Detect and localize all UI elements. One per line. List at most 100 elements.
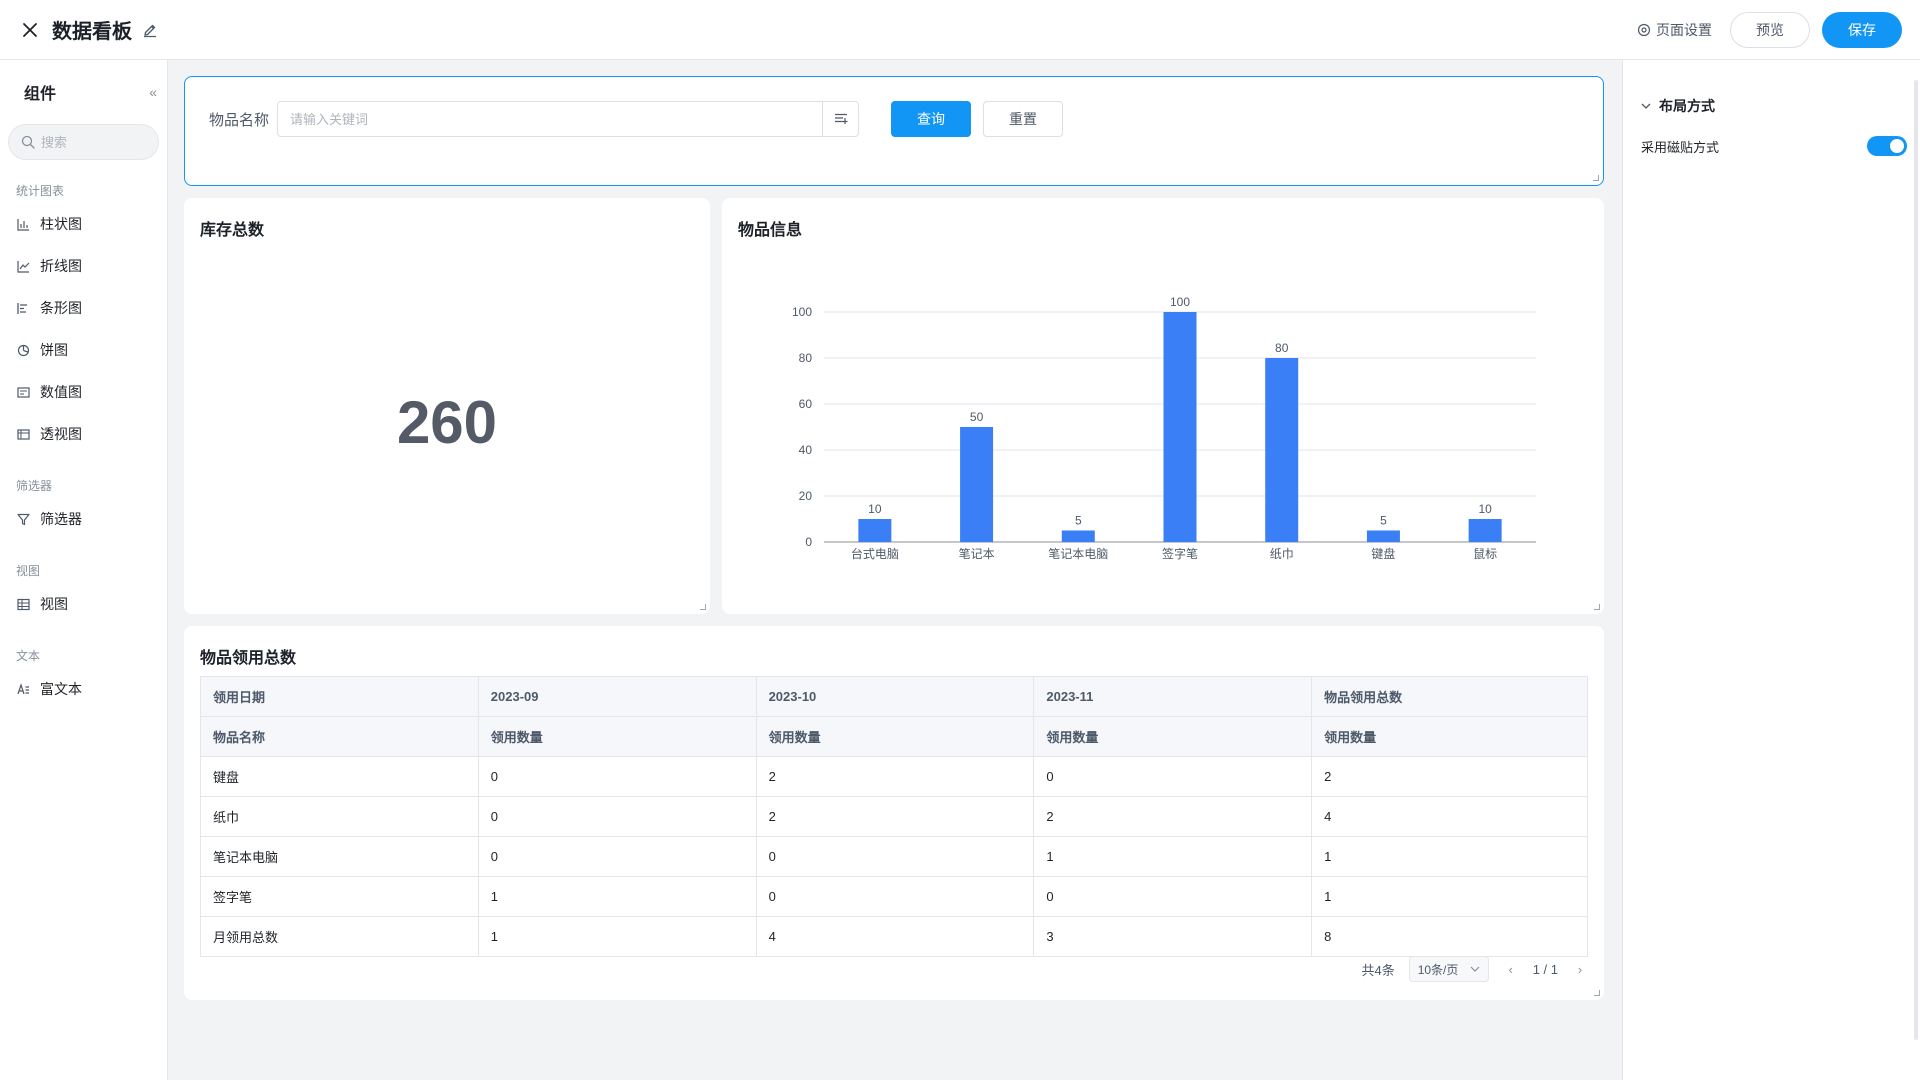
resize-handle[interactable] — [1594, 990, 1600, 996]
sidebar-item-bar-chart[interactable]: 柱状图 — [0, 203, 167, 245]
x-tick-label: 纸巾 — [1270, 547, 1294, 561]
filter-icon — [16, 512, 30, 526]
widget-title: 物品信息 — [738, 222, 803, 239]
sidebar-item-pivot-chart[interactable]: 透视图 — [0, 413, 167, 455]
query-button[interactable]: 查询 — [891, 101, 972, 137]
sidebar-item-filter[interactable]: 筛选器 — [0, 498, 167, 540]
table-row: 纸巾 0 2 2 4 — [200, 796, 1588, 837]
table-cell: 0 — [477, 796, 757, 837]
x-tick-label: 笔记本 — [959, 546, 995, 561]
resize-handle[interactable] — [1593, 175, 1599, 181]
table-cell: 0 — [1033, 876, 1313, 917]
sidebar-item-line-chart[interactable]: 折线图 — [0, 245, 167, 287]
next-page-icon[interactable]: › — [1577, 961, 1583, 977]
settings-panel: 布局方式 采用磁贴方式 — [1622, 60, 1920, 1080]
filter-widget[interactable]: 物品名称 查询 重置 — [184, 76, 1604, 186]
sidebar-item-rich-text[interactable]: 富文本 — [0, 668, 167, 710]
table-cell: 键盘 — [200, 756, 479, 797]
table-cell: 0 — [477, 836, 757, 877]
magnet-layout-label: 采用磁贴方式 — [1641, 139, 1720, 155]
usage-pivot-table: 领用日期 2023-09 2023-10 2023-11 物品领用总数 物品名称 领用数量领… — [200, 676, 1588, 957]
table-header-row: 物品名称 领用数量 领用数量 领用数量 领用数量 — [200, 716, 1588, 757]
number-card-icon — [16, 385, 30, 399]
preview-button[interactable]: 预览 — [1730, 11, 1810, 48]
table-row: 笔记本电脑 0 0 1 1 — [200, 836, 1588, 877]
layout-section-title: 布局方式 — [1659, 98, 1715, 114]
sidebar-item-label: 条形图 — [40, 300, 82, 316]
x-tick-label: 台式电脑 — [851, 546, 899, 561]
table-cell: 0 — [755, 836, 1035, 877]
table-row: 月领用总数 1 4 3 8 — [200, 916, 1588, 957]
table-cell: 2 — [755, 756, 1035, 797]
group-label-views: 视图 — [16, 564, 41, 578]
x-tick-label: 笔记本电脑 — [1048, 546, 1108, 561]
sidebar-item-view[interactable]: 视图 — [0, 583, 167, 625]
bar — [1061, 530, 1095, 542]
table-cell: 0 — [477, 756, 757, 797]
sidebar-item-label: 透视图 — [40, 426, 82, 442]
reset-button[interactable]: 重置 — [983, 101, 1064, 137]
component-sidebar: 组件 « 统计图表 柱状图 折线图 条形图 饼图 数值图 透视图 筛选器 筛选器… — [0, 60, 168, 1080]
resize-handle[interactable] — [1594, 604, 1600, 610]
item-info-chart-widget[interactable]: 物品信息 0 20 40 60 80 100 10 台式电脑 50 笔记本 5 笔记本电脑 100 签字笔… — [722, 198, 1604, 614]
layout-section-toggle[interactable]: 布局方式 — [1641, 96, 1715, 116]
data-label: 10 — [868, 502, 882, 516]
sidebar-item-label: 富文本 — [40, 681, 82, 697]
edit-title-icon[interactable] — [140, 20, 160, 40]
list-select-icon[interactable] — [822, 102, 858, 136]
bar — [1163, 312, 1197, 542]
resize-handle[interactable] — [700, 604, 706, 610]
table-cell: 签字笔 — [200, 876, 479, 917]
magnet-layout-toggle[interactable] — [1867, 136, 1907, 156]
table-cell: 领用数量 — [477, 716, 757, 757]
rich-text-icon — [16, 682, 30, 696]
page-size-select[interactable]: 10条/页 — [1408, 956, 1489, 982]
bar-chart: 0 20 40 60 80 100 10 台式电脑 50 笔记本 5 笔记本电脑 100 签字笔 80 纸巾 5… — [792, 295, 1536, 561]
sidebar-item-label: 筛选器 — [40, 511, 82, 527]
sidebar-item-horizontal-bar-chart[interactable]: 条形图 — [0, 287, 167, 329]
group-label-filters: 筛选器 — [16, 479, 53, 493]
component-search[interactable] — [8, 124, 159, 160]
prev-page-icon[interactable]: ‹ — [1508, 961, 1513, 977]
sidebar-item-pie-chart[interactable]: 饼图 — [0, 329, 167, 371]
table-cell: 2 — [755, 796, 1035, 837]
data-label: 10 — [1478, 502, 1492, 516]
sidebar-item-number-chart[interactable]: 数值图 — [0, 371, 167, 413]
save-button[interactable]: 保存 — [1822, 11, 1902, 48]
data-label: 5 — [1075, 514, 1082, 528]
y-tick-label: 80 — [799, 351, 813, 365]
page-size-value: 10条/页 — [1417, 962, 1459, 977]
item-name-input[interactable] — [278, 102, 823, 136]
table-cell: 8 — [1311, 916, 1588, 957]
horizontal-bar-icon — [16, 301, 30, 315]
stock-total-widget[interactable]: 库存总数 260 — [184, 198, 710, 614]
table-cell: 领用数量 — [755, 716, 1035, 757]
table-cell: 物品领用总数 — [1311, 676, 1588, 717]
item-name-field[interactable] — [277, 101, 860, 137]
widget-title: 库存总数 — [200, 222, 265, 239]
usage-total-widget[interactable]: 物品领用总数 领用日期 2023-09 2023-10 2023-11 物品领用总数 物品… — [184, 626, 1604, 1000]
page-settings-button[interactable]: 页面设置 — [1637, 20, 1712, 40]
data-label: 50 — [970, 410, 984, 424]
bar — [1265, 358, 1299, 542]
page-settings-label: 页面设置 — [1656, 21, 1712, 38]
gear-icon — [1637, 23, 1651, 36]
panel-scrollbar[interactable] — [1914, 80, 1918, 1040]
table-cell: 4 — [1311, 796, 1588, 837]
table-cell: 1 — [1311, 876, 1588, 917]
table-cell: 2023-10 — [755, 676, 1035, 717]
bar-chart-icon — [16, 217, 30, 231]
table-cell: 1 — [477, 916, 757, 957]
table-view-icon — [16, 597, 30, 611]
line-chart-icon — [16, 259, 30, 273]
group-label-charts: 统计图表 — [16, 184, 65, 198]
collapse-sidebar-icon[interactable]: « — [149, 84, 157, 100]
y-tick-label: 40 — [799, 443, 813, 457]
x-tick-label: 鼠标 — [1473, 547, 1497, 561]
table-cell: 0 — [755, 876, 1035, 917]
close-icon[interactable] — [18, 18, 42, 42]
total-count: 共4条 — [1361, 962, 1395, 978]
search-input[interactable] — [41, 134, 141, 150]
search-icon — [21, 135, 35, 149]
table-row: 签字笔 1 0 0 1 — [200, 876, 1588, 917]
